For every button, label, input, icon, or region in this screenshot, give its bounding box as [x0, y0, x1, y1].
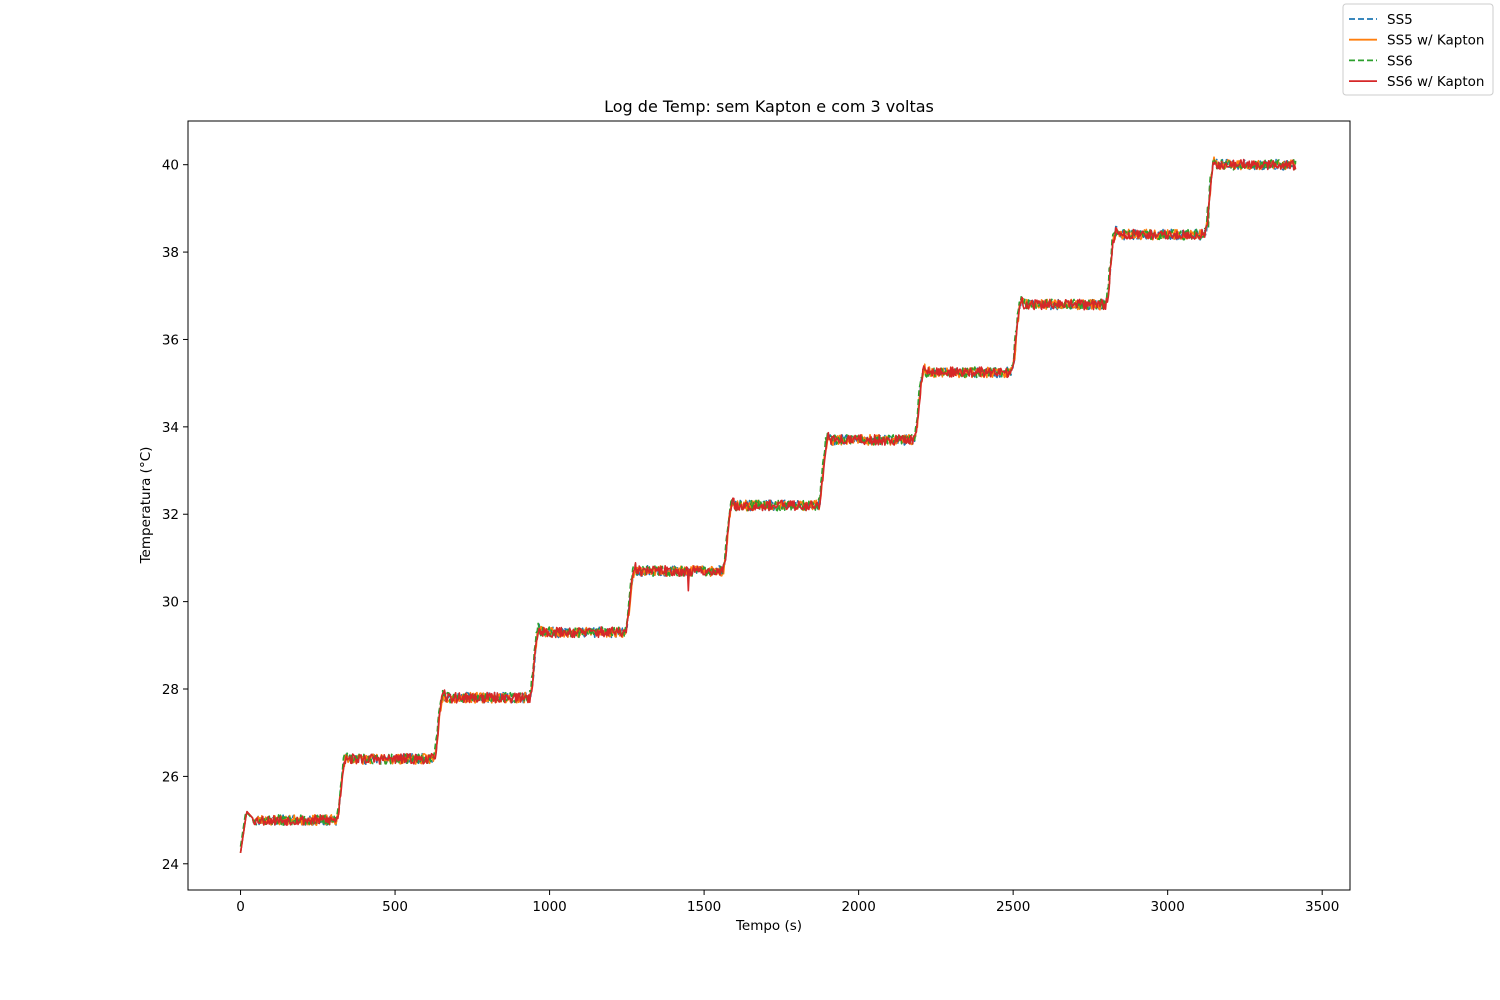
legend-label: SS6 w/ Kapton — [1387, 74, 1484, 90]
x-tick-label: 0 — [236, 899, 245, 915]
legend: SS5 SS5 w/ Kapton SS6 SS6 w/ Kapton — [1342, 3, 1494, 96]
y-tick-label: 38 — [162, 245, 179, 261]
y-tick-label: 34 — [162, 420, 179, 436]
y-tick-label: 28 — [162, 682, 179, 698]
y-tick-label: 24 — [162, 857, 179, 873]
x-tick-label: 1500 — [687, 899, 721, 915]
legend-label: SS6 — [1387, 53, 1413, 69]
x-tick-label: 3000 — [1150, 899, 1184, 915]
legend-label: SS5 w/ Kapton — [1387, 33, 1484, 49]
y-tick-label: 36 — [162, 332, 179, 348]
y-tick-label: 26 — [162, 769, 179, 785]
y-axis-label: Temperatura (°C) — [138, 447, 154, 565]
x-tick-label: 2500 — [996, 899, 1030, 915]
x-axis: 0 500 1000 1500 2000 2500 3000 3500 — [236, 890, 1339, 915]
y-tick-label: 40 — [162, 158, 179, 174]
legend-box — [1342, 3, 1494, 96]
series-line — [239, 158, 1297, 853]
y-tick-label: 30 — [162, 595, 179, 611]
series-layer — [239, 156, 1297, 853]
y-axis: 24 26 28 30 32 34 36 38 40 — [162, 158, 188, 873]
x-tick-label: 500 — [382, 899, 408, 915]
x-tick-label: 2000 — [841, 899, 875, 915]
y-tick-label: 32 — [162, 507, 179, 523]
chart-title: Log de Temp: sem Kapton e com 3 voltas — [604, 97, 934, 116]
plot-area-frame — [187, 120, 1351, 891]
x-axis-label: Tempo (s) — [735, 918, 802, 934]
x-tick-label: 1000 — [532, 899, 566, 915]
x-tick-label: 3500 — [1305, 899, 1339, 915]
legend-label: SS5 — [1387, 12, 1413, 28]
